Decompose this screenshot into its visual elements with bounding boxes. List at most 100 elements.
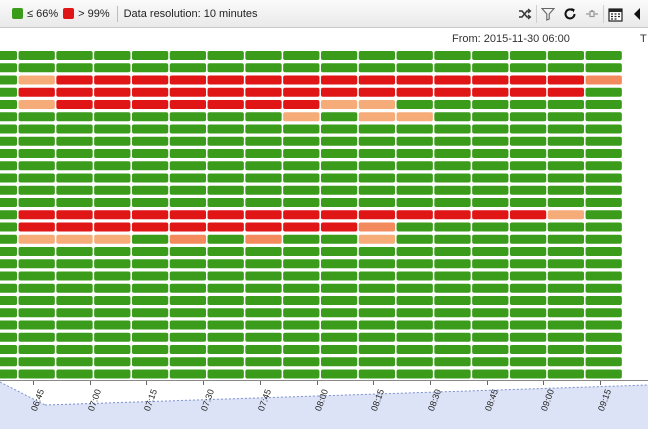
- heat-cell-r26-c3[interactable]: [94, 369, 131, 379]
- heat-cell-r24-c6[interactable]: [207, 345, 244, 354]
- heat-cell-r2-c14[interactable]: [509, 75, 547, 85]
- heat-cell-r3-c12[interactable]: [434, 87, 471, 97]
- heat-cell-r0-c11[interactable]: [396, 51, 433, 60]
- heat-cell-r21-c2[interactable]: [56, 308, 93, 318]
- heat-cell-r24-c7[interactable]: [245, 345, 282, 354]
- heat-cell-r22-c10[interactable]: [358, 320, 396, 330]
- heat-cell-r23-c4[interactable]: [131, 332, 169, 342]
- heat-cell-r22-c11[interactable]: [396, 320, 433, 330]
- heat-cell-r14-c5[interactable]: [169, 222, 207, 232]
- heat-cell-r26-c14[interactable]: [509, 369, 547, 379]
- heat-cell-r8-c6[interactable]: [207, 149, 244, 158]
- heat-cell-r24-c4[interactable]: [131, 345, 169, 354]
- heat-cell-r9-c1[interactable]: [18, 161, 55, 171]
- heat-cell-r25-c9[interactable]: [320, 357, 358, 367]
- heat-cell-r16-c12[interactable]: [434, 247, 471, 256]
- heat-cell-r15-c10[interactable]: [358, 234, 396, 244]
- heat-cell-r2-c15[interactable]: [547, 75, 585, 85]
- heat-cell-r13-c12[interactable]: [434, 210, 471, 220]
- heat-cell-r18-c6[interactable]: [207, 271, 244, 281]
- heat-cell-r12-c2[interactable]: [56, 198, 93, 207]
- heat-cell-r7-c12[interactable]: [434, 136, 471, 146]
- heat-cell-r26-c13[interactable]: [472, 369, 509, 379]
- heat-cell-r24-c16[interactable]: [585, 345, 622, 354]
- heat-cell-r25-c0[interactable]: [0, 357, 18, 367]
- heat-cell-r13-c14[interactable]: [509, 210, 547, 220]
- heat-cell-r8-c12[interactable]: [434, 149, 471, 158]
- heat-cell-r0-c16[interactable]: [585, 51, 622, 60]
- heat-cell-r9-c2[interactable]: [56, 161, 93, 171]
- heat-cell-r5-c11[interactable]: [396, 112, 433, 122]
- heat-cell-r26-c8[interactable]: [283, 369, 320, 379]
- heat-cell-r0-c3[interactable]: [94, 51, 131, 60]
- heat-cell-r11-c3[interactable]: [94, 185, 131, 195]
- heat-cell-r23-c0[interactable]: [0, 332, 18, 342]
- heat-cell-r7-c9[interactable]: [320, 136, 358, 146]
- heat-cell-r23-c6[interactable]: [207, 332, 244, 342]
- heat-cell-r5-c6[interactable]: [207, 112, 244, 122]
- heat-cell-r23-c15[interactable]: [547, 332, 585, 342]
- heat-cell-r3-c2[interactable]: [56, 87, 93, 97]
- heat-cell-r2-c10[interactable]: [358, 75, 396, 85]
- heat-cell-r5-c5[interactable]: [169, 112, 207, 122]
- heat-cell-r11-c10[interactable]: [358, 185, 396, 195]
- heat-cell-r19-c16[interactable]: [585, 283, 622, 293]
- heat-cell-r18-c12[interactable]: [434, 271, 471, 281]
- heat-cell-r23-c2[interactable]: [56, 332, 93, 342]
- heat-cell-r0-c14[interactable]: [509, 51, 547, 60]
- heat-cell-r1-c12[interactable]: [434, 63, 471, 73]
- heat-cell-r4-c11[interactable]: [396, 100, 433, 109]
- heat-cell-r3-c4[interactable]: [131, 87, 169, 97]
- heat-cell-r20-c8[interactable]: [283, 296, 320, 305]
- heat-cell-r2-c9[interactable]: [320, 75, 358, 85]
- heat-cell-r6-c0[interactable]: [0, 124, 18, 134]
- heat-cell-r25-c4[interactable]: [131, 357, 169, 367]
- heat-cell-r25-c2[interactable]: [56, 357, 93, 367]
- heat-cell-r21-c1[interactable]: [18, 308, 55, 318]
- heat-cell-r7-c14[interactable]: [509, 136, 547, 146]
- heat-cell-r0-c9[interactable]: [320, 51, 358, 60]
- heat-cell-r18-c15[interactable]: [547, 271, 585, 281]
- heat-cell-r17-c7[interactable]: [245, 259, 282, 269]
- heat-cell-r19-c0[interactable]: [0, 283, 18, 293]
- heat-cell-r24-c5[interactable]: [169, 345, 207, 354]
- heat-cell-r25-c16[interactable]: [585, 357, 622, 367]
- heat-cell-r23-c13[interactable]: [472, 332, 509, 342]
- heat-cell-r18-c1[interactable]: [18, 271, 55, 281]
- heat-cell-r17-c13[interactable]: [472, 259, 509, 269]
- heat-cell-r18-c3[interactable]: [94, 271, 131, 281]
- heat-cell-r9-c7[interactable]: [245, 161, 282, 171]
- heat-cell-r24-c1[interactable]: [18, 345, 55, 354]
- heat-cell-r4-c14[interactable]: [509, 100, 547, 109]
- heat-cell-r3-c3[interactable]: [94, 87, 131, 97]
- heat-cell-r9-c6[interactable]: [207, 161, 244, 171]
- heat-cell-r10-c3[interactable]: [94, 173, 131, 183]
- heat-cell-r12-c8[interactable]: [283, 198, 320, 207]
- heat-cell-r24-c11[interactable]: [396, 345, 433, 354]
- heat-cell-r21-c15[interactable]: [547, 308, 585, 318]
- heat-cell-r17-c5[interactable]: [169, 259, 207, 269]
- heat-cell-r18-c7[interactable]: [245, 271, 282, 281]
- heat-cell-r18-c0[interactable]: [0, 271, 18, 281]
- heat-cell-r26-c12[interactable]: [434, 369, 471, 379]
- heat-cell-r25-c12[interactable]: [434, 357, 471, 367]
- heat-cell-r15-c15[interactable]: [547, 234, 585, 244]
- heat-cell-r0-c1[interactable]: [18, 51, 55, 60]
- heat-cell-r23-c3[interactable]: [94, 332, 131, 342]
- heat-cell-r8-c13[interactable]: [472, 149, 509, 158]
- heat-cell-r11-c4[interactable]: [131, 185, 169, 195]
- heat-cell-r9-c10[interactable]: [358, 161, 396, 171]
- heat-cell-r21-c9[interactable]: [320, 308, 358, 318]
- heat-cell-r6-c13[interactable]: [472, 124, 509, 134]
- heat-cell-r7-c16[interactable]: [585, 136, 622, 146]
- heat-cell-r4-c7[interactable]: [245, 100, 282, 109]
- heat-cell-r6-c12[interactable]: [434, 124, 471, 134]
- heat-cell-r6-c11[interactable]: [396, 124, 433, 134]
- heat-cell-r10-c14[interactable]: [509, 173, 547, 183]
- heat-cell-r0-c2[interactable]: [56, 51, 93, 60]
- heat-cell-r8-c15[interactable]: [547, 149, 585, 158]
- heat-cell-r21-c3[interactable]: [94, 308, 131, 318]
- heat-cell-r4-c1[interactable]: [18, 100, 55, 109]
- heat-cell-r2-c0[interactable]: [0, 75, 18, 85]
- heat-cell-r24-c10[interactable]: [358, 345, 396, 354]
